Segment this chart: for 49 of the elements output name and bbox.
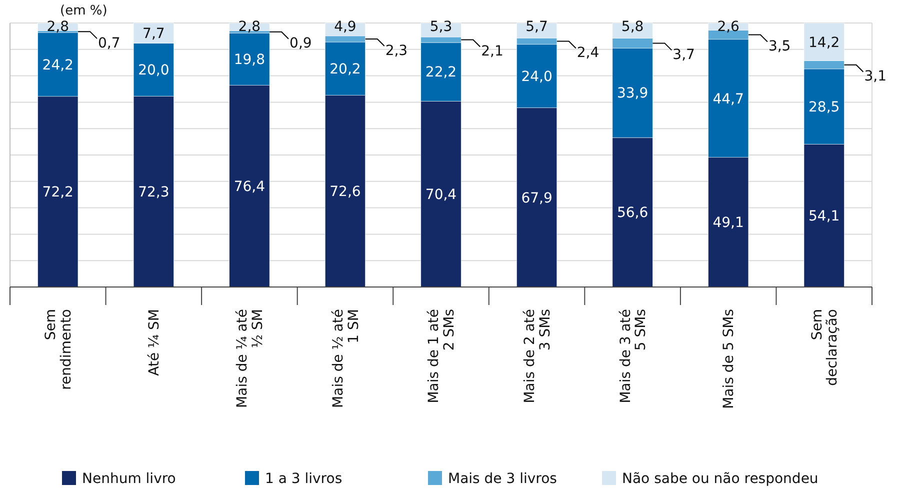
legend-label: Mais de 3 livros (448, 470, 557, 487)
x-tick-label: Mais de 5 SMs (721, 309, 738, 409)
data-label: 2,3 (385, 42, 408, 59)
x-tick-label: Mais de ¼ até ½ SM (234, 309, 266, 408)
data-label: 20,2 (330, 62, 361, 78)
data-label: 19,8 (234, 52, 266, 68)
data-label: 3,5 (768, 38, 791, 55)
data-label: 28,5 (808, 99, 840, 116)
data-label: 70,4 (425, 186, 457, 203)
data-label: 5,3 (430, 18, 452, 35)
x-tick-label: Sem rendimento (43, 309, 74, 390)
data-label: 44,7 (712, 91, 744, 108)
data-label: 2,4 (576, 45, 600, 62)
data-label: 2,8 (46, 19, 70, 36)
x-tick-label: Mais de 3 até 5 SMs (618, 309, 650, 404)
data-label: 54,1 (808, 208, 840, 224)
data-label: 4,9 (334, 18, 356, 35)
data-label: 76,4 (234, 179, 266, 196)
data-label: 72,6 (330, 184, 361, 200)
x-tick-label: Mais de 1 até 2 SMs (426, 309, 458, 404)
data-label: 3,7 (672, 47, 695, 64)
data-label: 2,8 (238, 19, 261, 36)
legend-label: Não sabe ou não respondeu (622, 470, 818, 487)
data-label: 5,7 (526, 18, 548, 35)
data-label: 14,2 (808, 34, 840, 51)
legend-label: Nenhum livro (82, 470, 176, 487)
x-tick-label: Sem declaração (809, 309, 841, 386)
data-label: 20,0 (138, 62, 170, 79)
x-tick-label: Até ¼ SM (146, 309, 163, 376)
data-label: 33,9 (616, 86, 648, 102)
data-label: 67,9 (521, 190, 552, 206)
x-tick-label: Mais de 2 até 3 SMs (522, 309, 554, 404)
x-tick-label: Mais de ½ até 1 SM (330, 309, 362, 408)
data-label: 0,9 (290, 36, 312, 52)
data-label: 2,6 (717, 19, 740, 36)
data-label: 24,0 (521, 68, 552, 85)
legend-label: 1 a 3 livros (265, 470, 342, 487)
data-label: 5,8 (621, 18, 644, 35)
data-label: 0,7 (98, 35, 120, 52)
data-label: 72,2 (42, 184, 74, 201)
data-label: 49,1 (712, 215, 744, 232)
data-label: 24,2 (42, 57, 74, 74)
data-label: 7,7 (142, 26, 165, 42)
data-label: 56,6 (616, 205, 648, 222)
data-label: 3,1 (864, 68, 886, 85)
chart-title: (em %) (60, 4, 108, 19)
data-label: 22,2 (425, 64, 457, 81)
data-label: 2,1 (481, 44, 504, 60)
data-label: 72,3 (138, 184, 170, 200)
